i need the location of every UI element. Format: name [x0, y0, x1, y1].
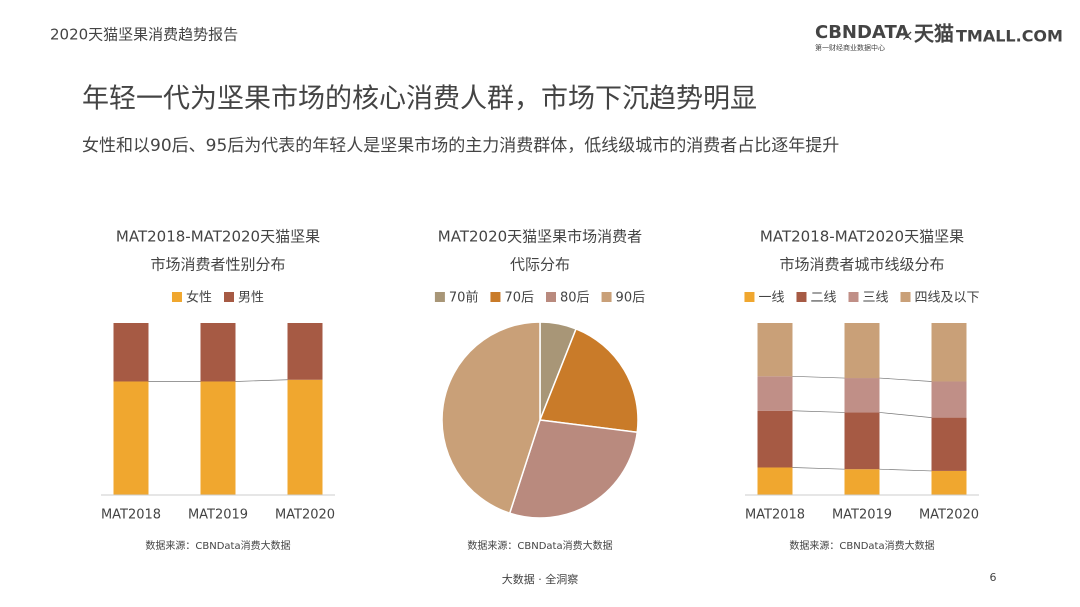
- bar-segment: [200, 323, 236, 382]
- connector-line: [235, 379, 288, 382]
- legend-label: 一线: [758, 291, 784, 306]
- bar-segment: [844, 469, 880, 495]
- chart-title: MAT2020天猫坚果市场消费者: [438, 228, 642, 246]
- logo-cbn-sub: 第一财经商业数据中心: [815, 43, 885, 52]
- legend-swatch: [171, 292, 182, 302]
- bar-segment: [757, 410, 793, 468]
- legend-swatch: [796, 292, 807, 302]
- chart-title: MAT2018-MAT2020天猫坚果: [760, 228, 964, 246]
- bar-segment: [757, 467, 793, 495]
- legend-label: 70前: [449, 290, 479, 306]
- bar-segment: [757, 376, 793, 411]
- logo-cbn: CBNDATA: [815, 22, 909, 43]
- connector-line: [792, 410, 845, 413]
- legend-swatch: [224, 292, 234, 302]
- x-tick-label: MAT2019: [832, 508, 892, 523]
- legend-label: 二线: [810, 291, 836, 306]
- connector-line: [792, 375, 845, 379]
- chart-title: MAT2018-MAT2020天猫坚果: [116, 228, 320, 246]
- logo-tmall: TMALL.COM: [956, 27, 1063, 46]
- legend-swatch: [900, 292, 911, 302]
- source-note: 数据来源：CBNData消费大数据: [467, 539, 612, 552]
- x-tick-label: MAT2018: [745, 508, 805, 523]
- x-tick-label: MAT2019: [188, 508, 248, 523]
- source-note: 数据来源：CBNData消费大数据: [145, 539, 290, 552]
- pie-slice: [508, 419, 639, 519]
- report-name: 2020天猫坚果消费趋势报告: [50, 26, 238, 44]
- slide-subtitle: 女性和以90后、95后为代表的年轻人是坚果市场的主力消费群体，低线级城市的消费者…: [82, 136, 839, 156]
- bar-segment: [113, 323, 149, 382]
- bar-segment: [931, 381, 967, 418]
- connector-line: [879, 377, 932, 382]
- bar-segment: [844, 378, 880, 413]
- bar-segment: [113, 381, 149, 495]
- legend-swatch: [546, 292, 556, 302]
- x-tick-label: MAT2020: [275, 508, 335, 523]
- bar-segment: [844, 412, 880, 470]
- x-tick-label: MAT2020: [919, 508, 979, 523]
- connector-line: [879, 468, 932, 472]
- pie-slice: [441, 321, 541, 515]
- bar-segment: [757, 323, 793, 377]
- logo-tmall-cn: 天猫: [914, 22, 954, 46]
- slide-title: 年轻一代为坚果市场的核心消费人群，市场下沉趋势明显: [82, 84, 757, 115]
- legend-label: 女性: [186, 290, 212, 306]
- bar-segment: [931, 470, 967, 495]
- legend-label: 三线: [863, 291, 889, 306]
- bar-segment: [287, 323, 323, 380]
- legend-swatch: [601, 292, 612, 302]
- legend-swatch: [490, 292, 501, 302]
- legend-swatch: [434, 292, 445, 302]
- legend-label: 四线及以下: [915, 291, 980, 306]
- chart-title: 市场消费者性别分布: [150, 256, 285, 274]
- bar-segment: [931, 417, 967, 471]
- connector-line: [879, 412, 932, 418]
- bar-segment: [200, 381, 236, 495]
- source-note: 数据来源：CBNData消费大数据: [789, 539, 934, 552]
- logo-times: ×: [901, 27, 914, 45]
- legend-label: 男性: [238, 291, 264, 306]
- footer-tagline: 大数据 · 全洞察: [502, 572, 579, 586]
- legend-swatch: [848, 292, 859, 302]
- legend-swatch: [744, 292, 755, 302]
- legend-label: 70后: [504, 291, 534, 306]
- legend-label: 90后: [616, 291, 646, 306]
- chart-title: 代际分布: [510, 256, 570, 274]
- legend-label: 80后: [560, 291, 590, 306]
- bar-segment: [931, 323, 967, 382]
- pie-slice: [538, 327, 639, 434]
- connector-line: [792, 467, 845, 470]
- bar-segment: [844, 323, 880, 379]
- bar-segment: [287, 379, 323, 495]
- page-number: 6: [990, 571, 997, 584]
- chart-title: 市场消费者城市线级分布: [779, 256, 944, 274]
- x-tick-label: MAT2018: [101, 508, 161, 523]
